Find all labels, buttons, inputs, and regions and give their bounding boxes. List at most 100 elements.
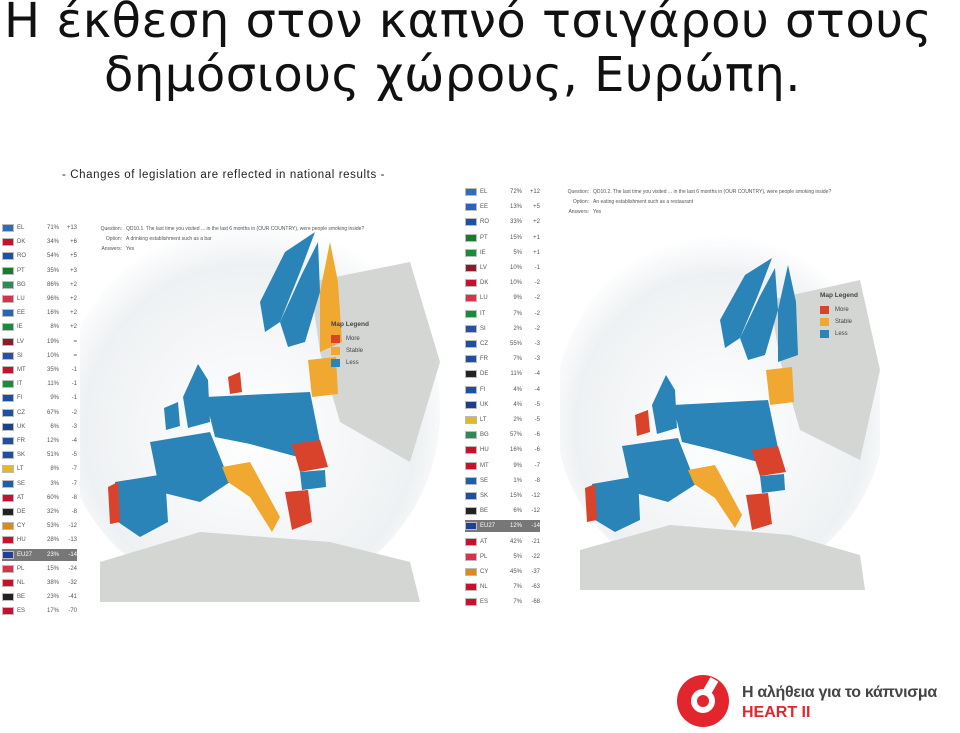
right-table-percent: 16%	[509, 447, 522, 454]
left-table-change: +13	[66, 225, 77, 231]
left-legend-less-label: Less	[346, 360, 359, 366]
right-table-code: RO	[480, 219, 489, 226]
left-legend-stable: Stable	[331, 345, 369, 357]
left-table-change: -5	[71, 452, 77, 459]
right-table-flag-cz-icon	[465, 340, 477, 348]
right-map-legend: Map Legend More Stable Less	[820, 292, 858, 340]
left-table-change: +2	[70, 324, 77, 331]
left-table-code: FI	[17, 395, 23, 402]
left-country-table: EL 71% +13 DK 34% +6 RO 54% +5 PT 35% +3 BG 86% +2 LU 96…	[2, 222, 82, 622]
right-table-percent: 5%	[513, 249, 522, 256]
right-table-flag-es-icon	[465, 598, 477, 607]
left-table-percent: 8%	[50, 324, 59, 331]
left-table-code: MT	[17, 367, 26, 373]
left-table-change: -1	[71, 367, 77, 373]
right-country-table: EL 72% +12 EE 13% +5 RO 33% +2 PT 15% +1 IE 5% +1 LV 10%…	[465, 186, 555, 611]
right-table-percent: 57%	[509, 432, 522, 439]
right-table-row-si: SI 2% -2	[465, 323, 540, 335]
left-table-change: =	[73, 338, 77, 345]
right-table-change: +12	[529, 189, 540, 195]
left-legend-less-swatch	[331, 359, 340, 367]
right-table-row-de: DE 11% -4	[465, 368, 540, 380]
right-table-code: IT	[480, 310, 486, 317]
right-legend-less-label: Less	[835, 331, 848, 337]
right-table-flag-pl-icon	[465, 552, 477, 561]
left-map-ireland	[164, 402, 180, 430]
left-map-denmark	[228, 372, 242, 394]
left-table-row-ie: IE 8% +2	[2, 321, 77, 333]
right-table-code: LV	[480, 265, 487, 271]
right-table-code: ES	[480, 599, 489, 606]
right-table-flag-sk-icon	[465, 492, 477, 500]
right-table-change: -63	[531, 584, 540, 591]
right-table-code: SK	[480, 493, 489, 499]
right-table-change: -6	[534, 447, 540, 454]
right-table-change: -4	[534, 371, 540, 378]
right-table-row-fi: FI 4% -4	[465, 384, 540, 396]
left-option-text: A drinking establishment such as a bar	[126, 236, 212, 242]
right-table-flag-uk-icon	[465, 400, 477, 409]
right-table-percent: 2%	[513, 417, 522, 423]
right-answers-label: Answers:	[568, 209, 589, 215]
right-table-percent: 7%	[513, 599, 522, 606]
left-table-percent: 32%	[46, 509, 59, 515]
left-answers-text: Yes	[126, 246, 135, 252]
left-map-legend: Map Legend More Stable Less	[331, 321, 369, 369]
left-table-percent: 35%	[46, 367, 59, 373]
left-table-code: EU27	[17, 551, 33, 558]
right-map-ireland	[635, 410, 650, 436]
left-legend-more-label: More	[346, 336, 360, 342]
right-table-row-lu: LU 9% -2	[465, 292, 540, 304]
left-table-code: IT	[17, 381, 23, 388]
left-table-code: LU	[17, 296, 25, 302]
right-table-percent: 1%	[513, 477, 522, 484]
right-table-row-at: AT 42% -21	[465, 536, 540, 548]
right-table-percent: 10%	[509, 280, 522, 287]
right-table-flag-de-icon	[465, 370, 477, 379]
right-table-flag-ee-icon	[465, 203, 477, 212]
right-table-percent: 6%	[513, 508, 522, 515]
right-table-percent: 15%	[509, 493, 522, 499]
right-map-russia	[770, 280, 880, 460]
left-table-percent: 67%	[46, 409, 59, 416]
slide-title-line-1: Η έκθεση στον καπνό τσιγάρου στους	[4, 0, 933, 49]
left-table-change: -7	[71, 480, 77, 487]
left-table-row-si: SI 10% =	[2, 350, 77, 362]
left-table-row-de: DE 32% -8	[2, 506, 77, 518]
right-table-row-se: SE 1% -8	[465, 475, 540, 487]
left-table-change: +3	[70, 267, 77, 274]
right-question-text: QD10.2. The last time you visited ... in…	[593, 189, 832, 195]
left-table-percent: 71%	[46, 225, 59, 231]
right-legend-title: Map Legend	[820, 292, 858, 299]
right-table-row-lt: LT 2% -5	[465, 414, 540, 426]
right-table-percent: 2%	[513, 325, 522, 332]
heart-logo-icon	[677, 675, 729, 727]
left-table-change: -4	[71, 438, 77, 444]
right-table-flag-ro-icon	[465, 218, 477, 227]
left-map-baltics	[308, 357, 338, 397]
right-table-code: CY	[480, 569, 489, 575]
left-table-row-pl: PL 15% -24	[2, 563, 77, 575]
left-table-row-ro: RO 54% +5	[2, 250, 77, 262]
right-table-flag-at-icon	[465, 537, 477, 546]
left-table-row-eu27: EU27 23% -14	[2, 548, 77, 561]
right-table-row-cy: CY 45% -37	[465, 566, 540, 578]
left-table-code: RO	[17, 253, 26, 260]
left-table-change: +5	[70, 253, 77, 260]
right-table-change: -3	[534, 341, 540, 347]
right-legend-less-swatch	[820, 330, 829, 338]
left-table-change: +6	[70, 239, 77, 246]
left-table-percent: 34%	[46, 239, 59, 246]
left-table-code: SE	[17, 480, 26, 487]
slide-title-line-2: δημόσιους χώρους, Ευρώπη.	[104, 47, 801, 103]
left-map-bulgaria	[300, 470, 326, 490]
left-table-flag-el-icon	[2, 224, 14, 232]
left-table-code: CY	[17, 523, 26, 530]
left-map-russia	[310, 262, 440, 462]
right-table-code: PT	[480, 234, 488, 241]
right-legend-more-swatch	[820, 306, 829, 314]
right-table-row-sk: SK 15% -12	[465, 490, 540, 502]
right-table-row-cz: CZ 55% -3	[465, 338, 540, 350]
right-table-change: -21	[531, 538, 540, 545]
left-table-row-pt: PT 35% +3	[2, 265, 77, 277]
